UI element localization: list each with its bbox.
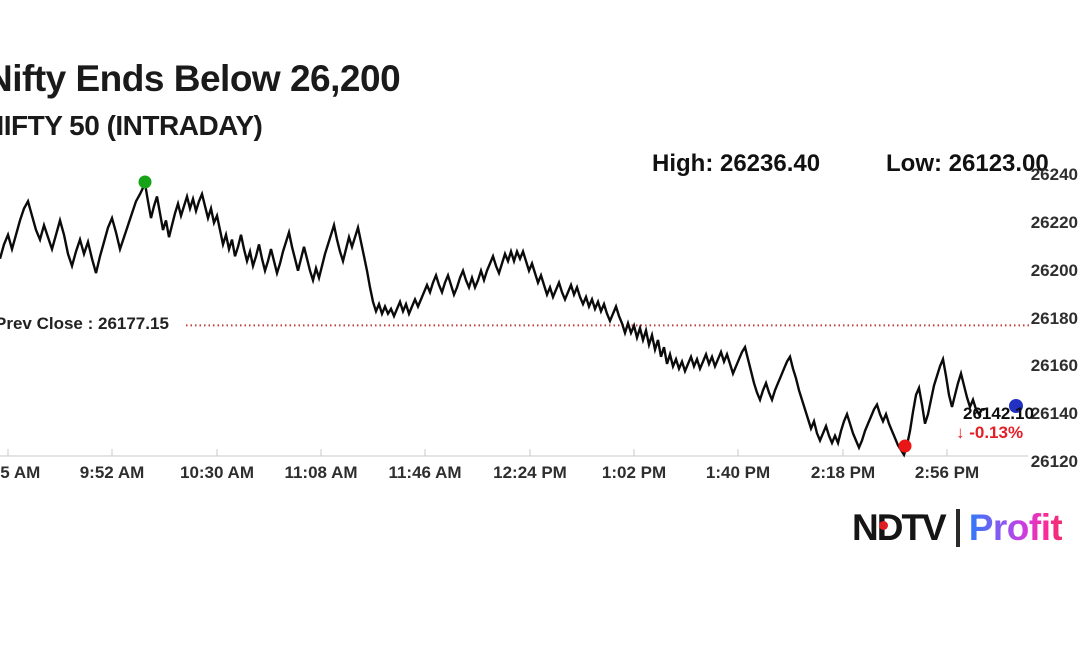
x-axis-label: 2:56 PM: [914, 463, 980, 482]
y-axis-label: 26160: [1030, 356, 1078, 376]
x-axis-label: 10:30 AM: [179, 463, 254, 482]
x-axis-label: 12:24 PM: [493, 463, 567, 482]
last-price-label: 26142.10: [963, 404, 1034, 423]
x-axis-label: 1:02 PM: [601, 463, 667, 482]
y-axis-label: 26140: [1030, 404, 1078, 424]
profit-logo: Profit: [969, 504, 1063, 552]
brand-watermark: NDTV Profit: [852, 504, 1063, 552]
low-marker: [898, 439, 912, 453]
last-marker: [1009, 399, 1023, 413]
y-axis-label: 26240: [1030, 165, 1078, 184]
y-axis-label: 26200: [1030, 260, 1078, 280]
y-axis-label: 26180: [1030, 308, 1078, 328]
low-value: Low: 26123.00: [886, 150, 1049, 177]
y-axis-label: 26220: [1030, 212, 1078, 232]
logo-separator: [955, 509, 960, 547]
x-axis-label: 9:15 AM: [0, 463, 41, 482]
y-axis-label: 26120: [1030, 452, 1078, 471]
prev-close-label: Prev Close : 26177.15: [0, 314, 169, 333]
chart-subtitle: NIFTY 50 (INTRADAY): [0, 110, 263, 141]
x-axis-label: 9:52 AM: [79, 463, 145, 482]
high-marker: [138, 175, 152, 189]
high-value: High: 26236.40: [652, 150, 821, 177]
x-axis-label: 2:18 PM: [810, 463, 876, 482]
x-axis-label: 1:40 PM: [705, 463, 771, 482]
chart-title: Nifty Ends Below 26,200: [0, 58, 401, 99]
x-axis-label: 11:46 AM: [388, 463, 462, 482]
change-label: ↓ -0.13%: [956, 423, 1024, 442]
ndtv-red-dot-icon: [879, 521, 888, 530]
x-axis-label: 11:08 AM: [284, 463, 358, 482]
ndtv-logo: NDTV: [852, 507, 947, 548]
price-line: [0, 179, 986, 458]
